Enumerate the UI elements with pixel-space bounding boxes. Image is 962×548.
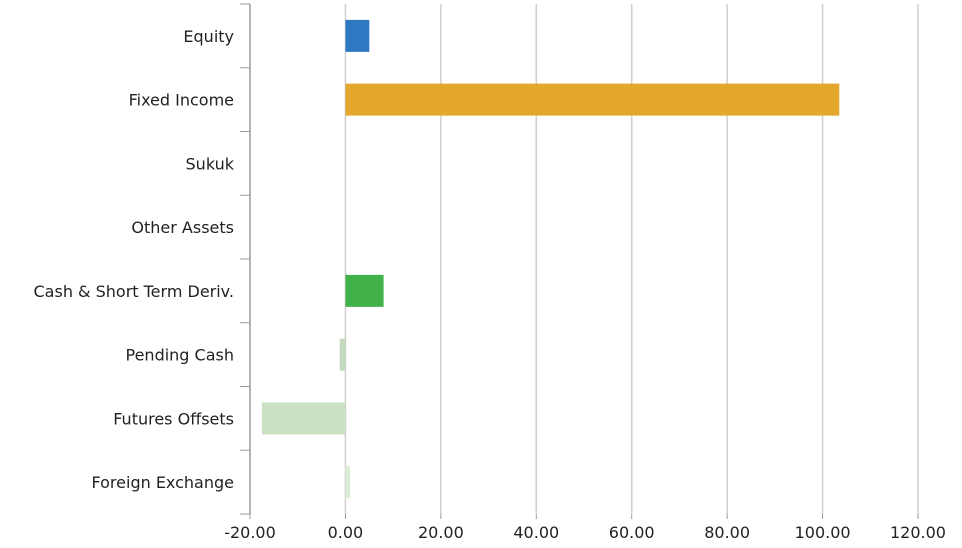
x-tick-label-6: 100.00 [795,523,851,542]
axis-layer [240,3,919,519]
category-label-5: Pending Cash [126,346,235,365]
x-tick-label-2: 20.00 [418,523,464,542]
bar-foreign-exchange [345,466,351,499]
labels-layer: -20.00 0.00 20.00 40.00 60.00 80.00 100.00 120.… [34,27,946,542]
x-tick-label-7: 120.00 [890,523,946,542]
bar-cash-short-term-deriv [345,274,384,307]
x-tick-label-0: -20.00 [224,523,276,542]
grid-layer [344,4,919,514]
category-label-6: Futures Offsets [113,409,234,428]
bar-futures-offsets [261,402,346,435]
category-label-4: Cash & Short Term Deriv. [34,282,235,301]
bar-fixed-income [345,83,840,116]
bar-equity [345,19,370,52]
x-tick-label-3: 40.00 [513,523,559,542]
x-tick-label-5: 80.00 [704,523,750,542]
bars-layer [261,19,840,499]
x-tick-label-4: 60.00 [609,523,655,542]
category-label-0: Equity [183,27,234,46]
x-tick-label-1: 0.00 [328,523,364,542]
bar-pending-cash [339,338,346,371]
category-label-1: Fixed Income [129,91,234,110]
category-label-2: Sukuk [186,154,235,173]
category-label-7: Foreign Exchange [92,473,235,492]
category-label-3: Other Assets [131,218,234,237]
